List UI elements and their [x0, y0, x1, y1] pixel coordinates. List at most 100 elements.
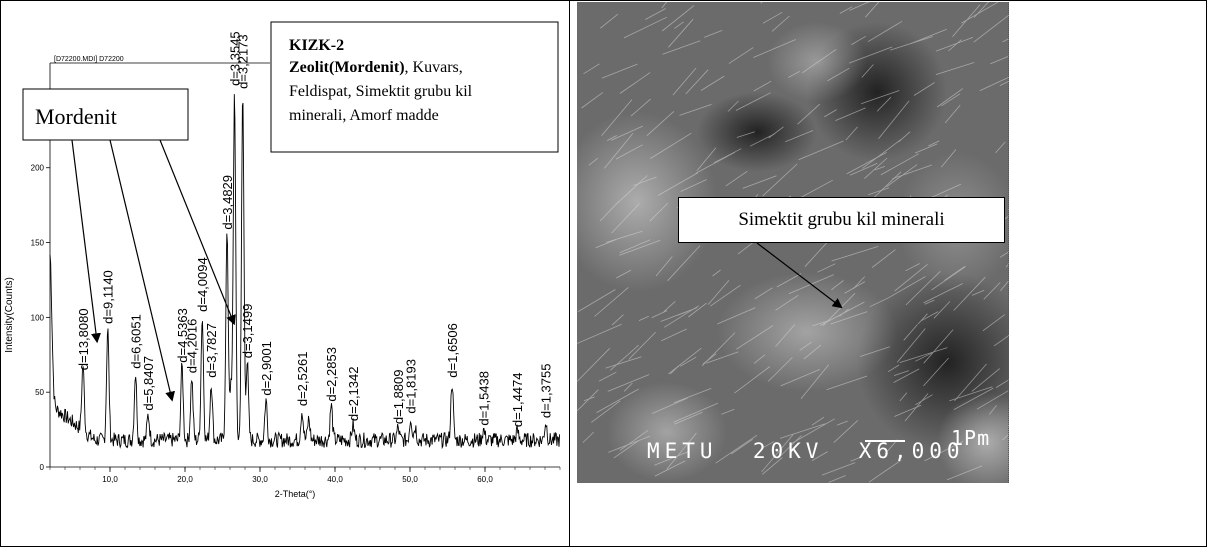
sem-fiber	[628, 331, 656, 360]
sem-fiber	[588, 157, 599, 166]
sem-fiber	[893, 368, 920, 383]
peak-label: d=1,5438	[477, 371, 492, 426]
sem-fiber	[660, 307, 698, 322]
sem-fiber	[707, 279, 730, 305]
sem-fiber	[868, 187, 890, 196]
sem-fiber	[611, 203, 640, 234]
sem-fiber	[887, 364, 900, 373]
mordenit-box	[22, 88, 189, 141]
sem-fiber	[954, 363, 987, 402]
sem-fiber	[753, 354, 766, 364]
sem-scale-bar	[865, 440, 905, 442]
sem-fiber	[948, 39, 962, 52]
sem-fiber	[910, 28, 947, 44]
sem-fiber	[651, 310, 668, 319]
sem-fiber	[606, 230, 643, 243]
sem-fiber	[917, 313, 928, 325]
sem-fiber	[623, 382, 633, 392]
sem-fiber	[610, 344, 639, 371]
sem-fiber	[762, 163, 798, 197]
sem-fiber	[878, 100, 910, 140]
sem-fiber	[871, 249, 896, 268]
sem-fiber	[776, 273, 802, 288]
sem-fiber	[768, 126, 784, 139]
y-tick-label: 200	[31, 164, 45, 173]
sem-fiber	[717, 307, 756, 325]
sem-fiber	[953, 276, 986, 311]
sem-fiber	[598, 371, 617, 382]
x-tick-label: 40,0	[327, 475, 343, 484]
sem-fiber	[946, 465, 983, 481]
sem-fiber	[619, 72, 651, 94]
sem-fiber	[811, 416, 825, 426]
sem-fiber	[754, 287, 773, 300]
sem-fiber	[864, 157, 888, 179]
sem-fiber	[944, 104, 961, 124]
sem-fiber	[767, 357, 793, 382]
sem-fiber	[811, 451, 828, 461]
sem-fiber	[899, 347, 948, 363]
legend-line2: Feldispat, Simektit grubu kil	[289, 83, 473, 100]
sem-fiber	[617, 175, 648, 204]
sem-fiber	[993, 334, 1009, 347]
mordenit-label: Mordenit	[35, 104, 117, 129]
sem-fiber	[835, 107, 866, 121]
peak-label: d=4,5363	[175, 308, 190, 363]
sem-fiber	[649, 202, 669, 222]
sem-fiber	[771, 15, 790, 32]
sem-fiber	[601, 99, 633, 136]
sem-fiber	[999, 251, 1009, 258]
sem-fiber	[935, 37, 974, 52]
peak-label: d=1,8809	[391, 370, 406, 425]
peak-label: d=3,4829	[220, 175, 235, 230]
sem-fiber	[679, 104, 712, 116]
sem-fiber	[779, 423, 826, 439]
sem-fiber	[869, 296, 890, 308]
sem-fiber	[893, 370, 910, 376]
sem-fiber	[933, 301, 951, 319]
sem-fiber	[749, 133, 776, 147]
sem-fiber	[976, 389, 1009, 410]
peak-label: d=3,1499	[240, 304, 255, 359]
x-tick-label: 20,0	[177, 475, 193, 484]
sem-fiber	[892, 164, 932, 180]
peak-label: d=1,8193	[404, 359, 419, 414]
sem-scale-text: 1Pm	[951, 426, 991, 450]
y-axis-label: Intensity(Counts)	[4, 277, 15, 353]
sem-fiber	[715, 434, 758, 464]
sem-fiber	[791, 418, 835, 444]
sem-fiber	[668, 347, 702, 375]
sem-fiber	[848, 46, 893, 64]
sem-fiber	[924, 299, 935, 305]
sem-fiber	[615, 144, 643, 160]
sem-fiber	[688, 302, 707, 318]
sem-fiber	[596, 388, 639, 413]
sem-fiber	[915, 143, 938, 154]
sem-fiber	[884, 439, 898, 455]
sem-fiber	[850, 456, 861, 462]
sem-fiber	[844, 281, 866, 294]
sem-fiber	[654, 451, 689, 466]
sem-fiber	[702, 353, 717, 365]
sem-fiber	[591, 400, 621, 423]
sem-fiber	[610, 125, 643, 141]
sem-fiber	[630, 98, 651, 117]
sem-fiber	[652, 397, 688, 414]
peak-label: d=3,7827	[204, 323, 219, 378]
sem-fiber	[923, 329, 954, 364]
sem-fiber	[822, 293, 856, 326]
peak-label: d=2,1342	[346, 367, 361, 422]
sem-fiber	[577, 323, 622, 344]
legend-line3: minerali, Amorf madde	[289, 107, 439, 124]
sem-fiber	[661, 5, 695, 32]
sem-fiber	[935, 62, 975, 75]
x-axis-label: 2-Theta(°)	[275, 489, 316, 499]
sem-fiber	[983, 282, 1001, 300]
sem-fiber	[728, 47, 754, 64]
sem-annotation-label: Simektit grubu kil minerali	[738, 209, 945, 230]
sem-fiber	[667, 245, 701, 282]
sem-fiber	[604, 132, 634, 169]
sem-fiber	[736, 325, 774, 350]
sem-fiber	[761, 434, 794, 473]
sem-fiber	[799, 341, 812, 351]
